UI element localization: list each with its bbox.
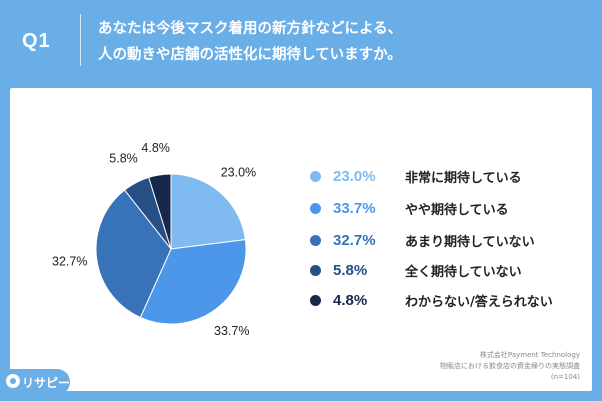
legend-percent: 4.8% bbox=[333, 291, 368, 309]
legend-label: あまり期待していない bbox=[405, 234, 535, 250]
legend-percent: 5.8% bbox=[333, 261, 368, 279]
pie-slice-1 bbox=[139, 239, 247, 325]
pie-slice-0 bbox=[170, 173, 246, 250]
source-note: 株式会社Payment Technology 物販店における飲食店の資金繰りの実… bbox=[440, 350, 580, 383]
legend-percent: 23.0% bbox=[333, 167, 376, 185]
legend-dot bbox=[310, 264, 321, 276]
brand-badge: リサピー bbox=[0, 369, 70, 395]
question-text-line-2: 人の動きや店舗の活性化に期待していますか。 bbox=[98, 47, 402, 63]
legend-dot bbox=[310, 294, 321, 306]
question-number: Q1 bbox=[22, 30, 51, 52]
legend-percent: 33.7% bbox=[333, 199, 376, 217]
legend-item: 4.8% わからない/答えられない bbox=[310, 287, 553, 313]
question-text-line-1: あなたは今後マスク着用の新方針などによる、 bbox=[98, 21, 403, 37]
legend-percent: 32.7% bbox=[333, 231, 376, 249]
pie-slice-label-2: 32.7% bbox=[52, 254, 87, 268]
pie-slice-label-3: 5.8% bbox=[109, 152, 138, 166]
legend-item: 32.7% あまり期待していない bbox=[310, 227, 535, 253]
legend-dot bbox=[310, 170, 321, 182]
source-survey: 物販店における飲食店の資金繰りの実態調査 bbox=[440, 362, 580, 370]
chart-panel: 23.0% 33.7% 32.7% 5.8% 4.8% 23.0% 非常に期待している … bbox=[10, 88, 592, 391]
legend-item: 33.7% やや期待している bbox=[310, 195, 509, 221]
legend-label: やや期待している bbox=[405, 202, 509, 218]
legend-label: わからない/答えられない bbox=[405, 294, 553, 310]
pie-slice-4 bbox=[148, 173, 172, 250]
brand-logo-icon bbox=[6, 374, 20, 388]
legend-item: 5.8% 全く期待していない bbox=[310, 257, 522, 283]
header-divider bbox=[80, 14, 81, 66]
legend-label: 全く期待していない bbox=[405, 264, 522, 280]
pie-chart: 23.0% 33.7% 32.7% 5.8%4.8% bbox=[52, 141, 256, 338]
pie-slice-2 bbox=[95, 189, 172, 319]
pie-slice-label-1: 33.7% bbox=[214, 324, 249, 338]
legend-dot bbox=[310, 202, 321, 214]
source-company: 株式会社Payment Technology bbox=[479, 351, 580, 359]
legend-label: 非常に期待している bbox=[405, 170, 522, 186]
pie-slice-label-4: 4.8% bbox=[141, 141, 170, 155]
legend-dot bbox=[310, 234, 321, 246]
pie-slice-label-0: 23.0% bbox=[221, 165, 256, 179]
brand-name: リサピー bbox=[22, 376, 71, 390]
source-sample-size: (n=104) bbox=[550, 373, 580, 381]
header: Q1 あなたは今後マスク着用の新方針などによる、 人の動きや店舗の活性化に期待し… bbox=[0, 0, 602, 86]
legend-item: 23.0% 非常に期待している bbox=[310, 163, 522, 189]
